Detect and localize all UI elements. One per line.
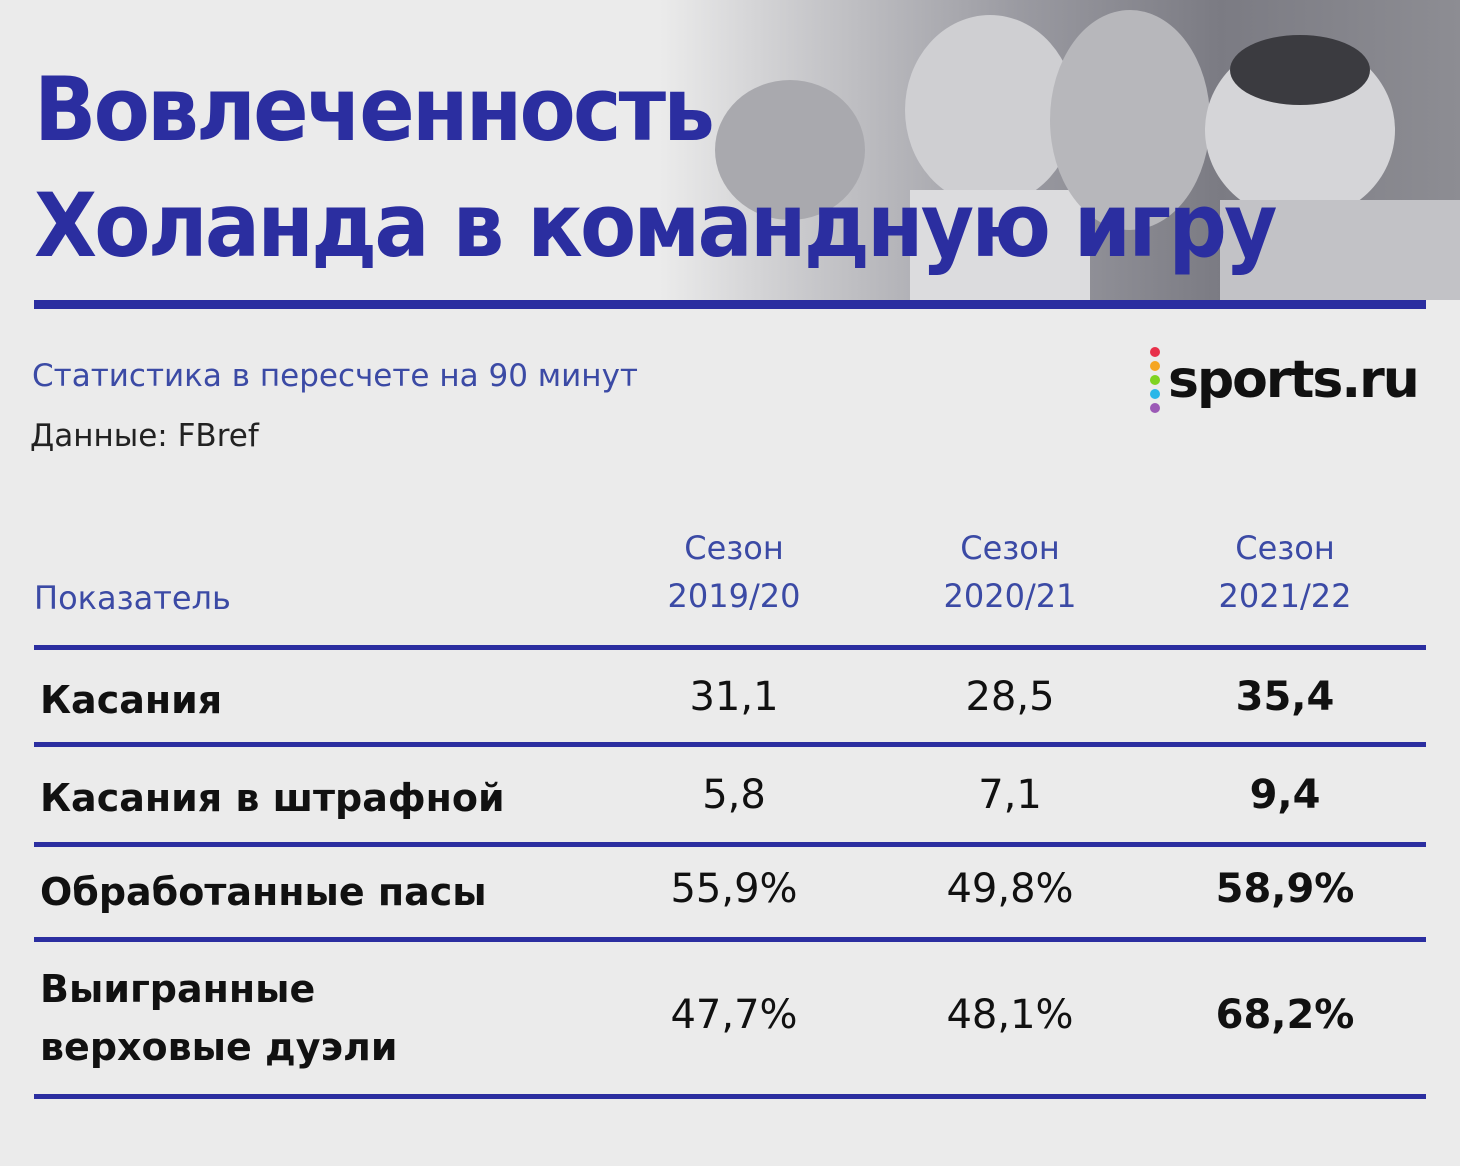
table-cell-value: 28,5: [965, 674, 1055, 720]
table-cell-value: 58,9%: [1215, 866, 1355, 912]
table-cell-value: 55,9%: [670, 866, 798, 912]
metric-label-line: верховые дуэли: [40, 1025, 398, 1069]
header-season-2: Сезон 2020/21: [880, 524, 1140, 620]
data-source: Данные: FBref: [30, 418, 259, 454]
table-cell-value: 7,1: [978, 772, 1042, 818]
table-row-metric: Касания в штрафной: [40, 769, 505, 827]
header-season-1: Сезон 2019/20: [604, 524, 864, 620]
row-divider: [34, 842, 1426, 847]
logo-dot: [1150, 375, 1160, 385]
header-photo: [660, 0, 1460, 300]
row-divider: [34, 645, 1426, 650]
metric-label-line: Касания: [40, 678, 223, 722]
row-divider: [34, 742, 1426, 747]
table-cell-value: 49,8%: [946, 866, 1074, 912]
logo-dot: [1150, 403, 1160, 413]
table-cell-value: 31,1: [689, 674, 779, 720]
metric-label-line: Выигранные: [40, 967, 316, 1011]
logo-dot: [1150, 347, 1160, 357]
metric-label-line: Обработанные пасы: [40, 870, 487, 914]
header-season-years: 2021/22: [1218, 577, 1352, 615]
header-season-label: Сезон: [1235, 529, 1335, 567]
table-row-metric: Обработанные пасы: [40, 863, 487, 921]
players-photo-silhouette: [715, 10, 1460, 300]
logo-dot: [1150, 389, 1160, 399]
row-divider: [34, 937, 1426, 942]
metric-label-line: Касания в штрафной: [40, 776, 505, 820]
logo-dots-icon: [1150, 345, 1160, 415]
title-divider: [34, 300, 1426, 309]
table-row-metric: Касания: [40, 671, 222, 729]
header-season-label: Сезон: [960, 529, 1060, 567]
header-season-3: Сезон 2021/22: [1155, 524, 1415, 620]
title-line-2: Холанда в командную игру: [34, 174, 1277, 277]
header-season-years: 2019/20: [667, 577, 801, 615]
sports-ru-logo: sports.ru: [1150, 340, 1420, 420]
table-row-metric: Выигранные верховые дуэли: [40, 960, 398, 1076]
header-season-label: Сезон: [684, 529, 784, 567]
table-cell-value: 68,2%: [1215, 992, 1355, 1038]
table-cell-value: 5,8: [702, 772, 766, 818]
subtitle: Статистика в пересчете на 90 минут: [32, 358, 638, 394]
page-title: Вовлеченность Холанда в командную игру: [34, 52, 1277, 284]
row-divider: [34, 1094, 1426, 1099]
header-metric: Показатель: [34, 579, 231, 617]
table-cell-value: 9,4: [1249, 772, 1321, 818]
table-cell-value: 48,1%: [946, 992, 1074, 1038]
table-cell-value: 35,4: [1235, 674, 1335, 720]
header-season-years: 2020/21: [943, 577, 1077, 615]
logo-text: sports.ru: [1168, 350, 1420, 410]
logo-dot: [1150, 361, 1160, 371]
table-cell-value: 47,7%: [670, 992, 798, 1038]
title-line-1: Вовлеченность: [34, 58, 715, 161]
